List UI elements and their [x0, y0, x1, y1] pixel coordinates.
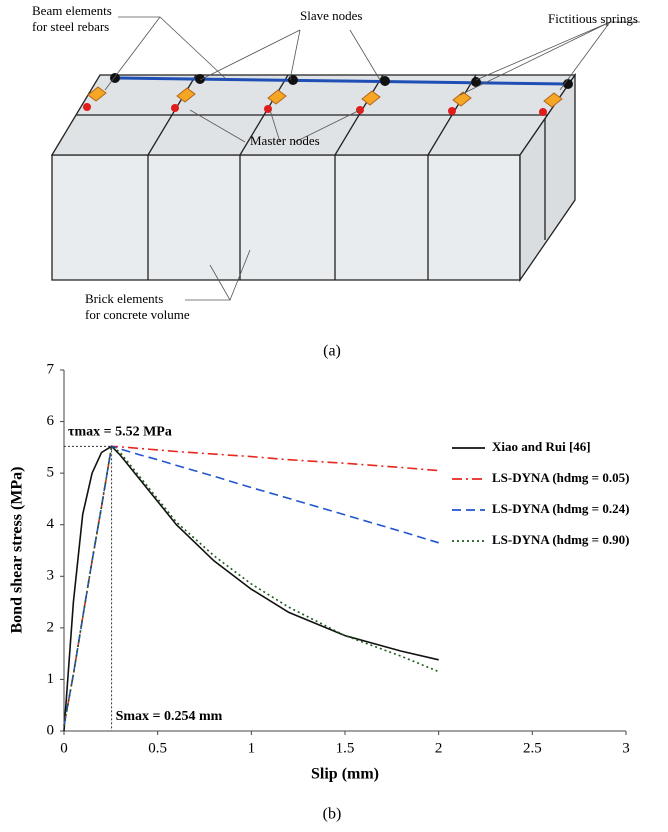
x-tick-label: 0.5: [148, 740, 167, 756]
x-tick-label: 0: [60, 740, 68, 756]
beam-label: Beam elements: [32, 3, 112, 18]
element-edges: [76, 74, 548, 280]
y-tick-label: 2: [47, 619, 55, 635]
front-face: [51, 154, 521, 281]
y-tick-label: 6: [47, 413, 55, 429]
legend-label: LS-DYNA (hdmg = 0.90): [492, 532, 629, 547]
springs-label: Fictitious springs: [548, 11, 638, 26]
y-tick-label: 3: [47, 568, 55, 584]
leader-lines: [104, 16, 640, 301]
series-line: [63, 445, 439, 732]
series-line: [63, 445, 439, 726]
x-tick-label: 1.5: [336, 740, 355, 756]
y-axis-label: Bond shear stress (MPa): [9, 467, 26, 634]
y-tick-label: 5: [47, 465, 55, 481]
brick-label: Brick elements: [85, 291, 163, 306]
caption-b: (b): [323, 806, 342, 823]
block-diagram: [50, 72, 577, 283]
legend-label: Xiao and Rui [46]: [492, 439, 591, 454]
rebar-line: [114, 76, 569, 86]
x-axis-label: Slip (mm): [311, 766, 379, 783]
slave-label: Slave nodes: [300, 8, 362, 23]
annotation: τmax = 5.52 MPa: [68, 425, 172, 440]
caption-a: (a): [323, 343, 341, 360]
y-tick-label: 7: [47, 361, 55, 377]
y-tick-label: 0: [47, 722, 55, 738]
legend-label: LS-DYNA (hdmg = 0.05): [492, 470, 629, 485]
series-line: [63, 445, 439, 726]
x-tick-label: 3: [622, 740, 630, 756]
brick-label: for concrete volume: [85, 307, 190, 322]
series-line: [63, 444, 440, 726]
beam-label: for steel rebars: [32, 19, 109, 34]
slave-nodes: [110, 73, 573, 89]
x-tick-label: 2: [435, 740, 443, 756]
springs: [87, 86, 563, 108]
legend-label: LS-DYNA (hdmg = 0.24): [492, 501, 629, 516]
y-tick-label: 4: [47, 516, 55, 532]
spring-icons: [87, 86, 563, 108]
x-tick-label: 1: [248, 740, 256, 756]
y-tick-label: 1: [47, 671, 55, 687]
annotation: Smax = 0.254 mm: [116, 709, 223, 724]
master-label: Master nodes: [250, 133, 320, 148]
x-tick-label: 2.5: [523, 740, 542, 756]
